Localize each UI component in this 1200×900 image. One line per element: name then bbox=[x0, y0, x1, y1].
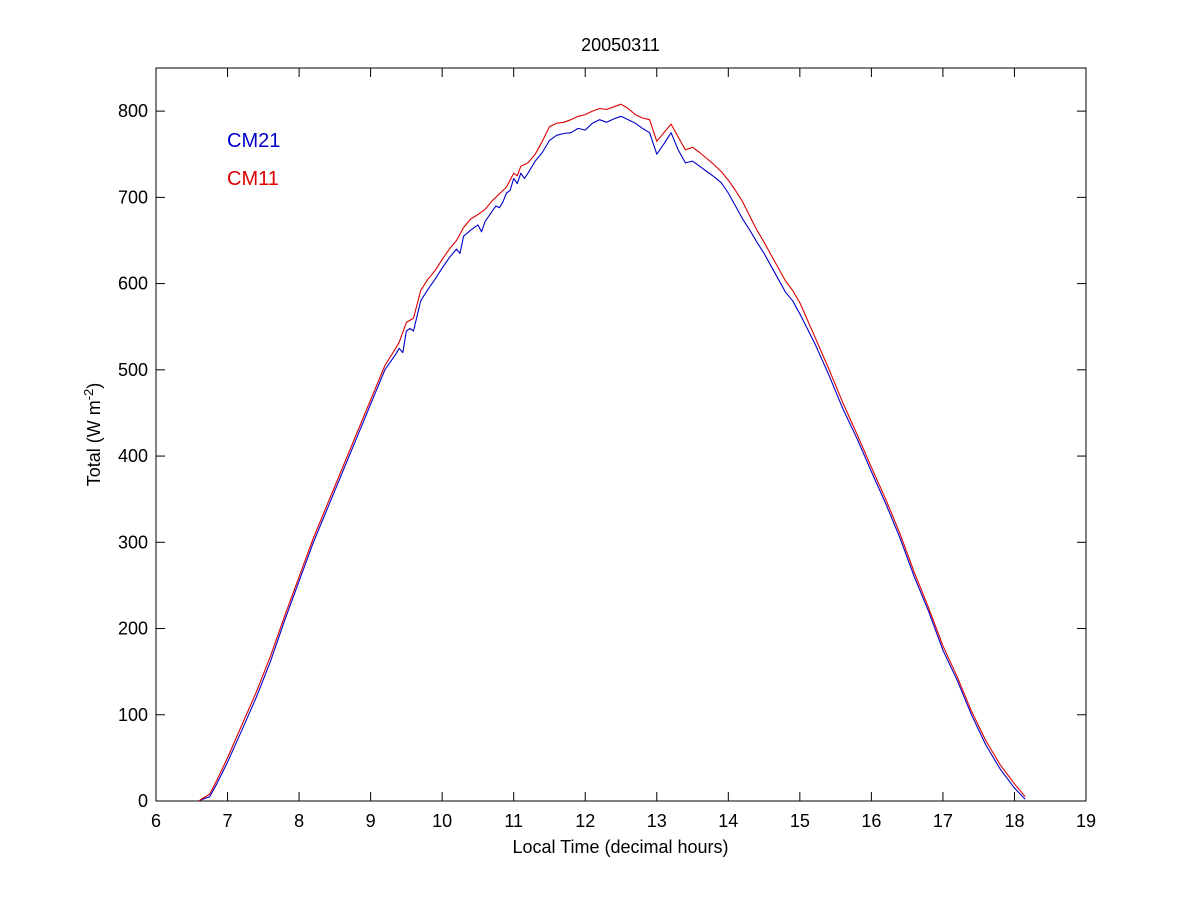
legend: CM21 CM11 bbox=[227, 130, 280, 190]
series-line-cm21 bbox=[198, 115, 1026, 802]
series-layer bbox=[198, 103, 1026, 802]
x-tick-label: 10 bbox=[432, 811, 452, 831]
y-tick-label: 400 bbox=[118, 446, 148, 466]
x-tick-label: 15 bbox=[790, 811, 810, 831]
x-tick-label: 17 bbox=[933, 811, 953, 831]
y-tick-label: 200 bbox=[118, 619, 148, 639]
y-axis-title: Total (W m-2) bbox=[81, 383, 104, 487]
x-tick-label: 13 bbox=[647, 811, 667, 831]
chart-title: 20050311 bbox=[581, 35, 660, 55]
x-tick-label: 14 bbox=[718, 811, 738, 831]
y-tick-label: 100 bbox=[118, 705, 148, 725]
x-tick-label: 16 bbox=[861, 811, 881, 831]
y-axis-title-main: Total (W m bbox=[84, 400, 104, 486]
series-line-cm11 bbox=[198, 103, 1026, 802]
x-tick-label: 6 bbox=[151, 811, 161, 831]
y-axis-title-suffix: ) bbox=[84, 383, 104, 389]
x-tick-label: 7 bbox=[223, 811, 233, 831]
plot-area: 6 7 8 9 10 11 12 13 14 15 16 17 18 19 0 100 200 300 400 500… bbox=[118, 67, 1096, 831]
x-tick-label: 8 bbox=[294, 811, 304, 831]
legend-label-cm21: CM21 bbox=[227, 130, 280, 152]
y-tick-label: 500 bbox=[118, 360, 148, 380]
y-tick-label: 0 bbox=[138, 791, 148, 811]
tick-layer: 6 7 8 9 10 11 12 13 14 15 16 17 18 19 0 100 200 300 400 500… bbox=[118, 68, 1096, 831]
x-tick-label: 11 bbox=[504, 811, 523, 831]
y-tick-label: 600 bbox=[118, 274, 148, 294]
y-tick-label: 800 bbox=[118, 101, 148, 121]
y-tick-label: 700 bbox=[118, 187, 148, 207]
x-tick-label: 12 bbox=[575, 811, 595, 831]
x-tick-label: 18 bbox=[1004, 811, 1024, 831]
x-axis-title: Local Time (decimal hours) bbox=[512, 837, 728, 857]
x-tick-label: 19 bbox=[1076, 811, 1096, 831]
axes-box bbox=[155, 67, 1087, 802]
legend-label-cm11: CM11 bbox=[227, 168, 279, 190]
y-tick-label: 300 bbox=[118, 532, 148, 552]
y-axis-title-superscript: -2 bbox=[81, 389, 96, 401]
x-tick-label: 9 bbox=[366, 811, 376, 831]
